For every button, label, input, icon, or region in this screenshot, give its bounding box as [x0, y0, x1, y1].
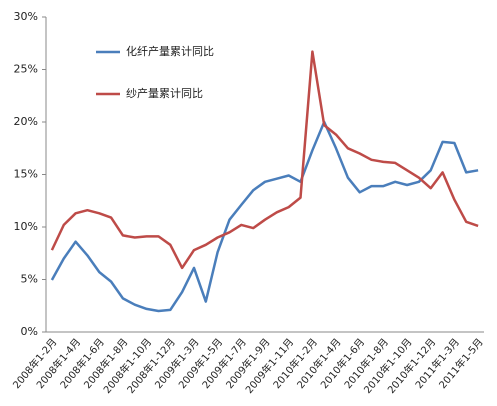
legend-label: 纱产量累计同比 [126, 86, 203, 100]
series-line [50, 50, 479, 270]
y-tick-label: 10% [14, 220, 38, 233]
legend-label: 化纤产量累计同比 [126, 44, 214, 58]
y-tick-label: 15% [14, 168, 38, 181]
y-tick-label: 5% [21, 273, 38, 286]
series-line [50, 120, 479, 313]
y-tick-label: 25% [14, 63, 38, 76]
y-tick-label: 0% [21, 325, 38, 338]
y-tick-label: 20% [14, 115, 38, 128]
y-tick-label: 30% [14, 10, 38, 23]
